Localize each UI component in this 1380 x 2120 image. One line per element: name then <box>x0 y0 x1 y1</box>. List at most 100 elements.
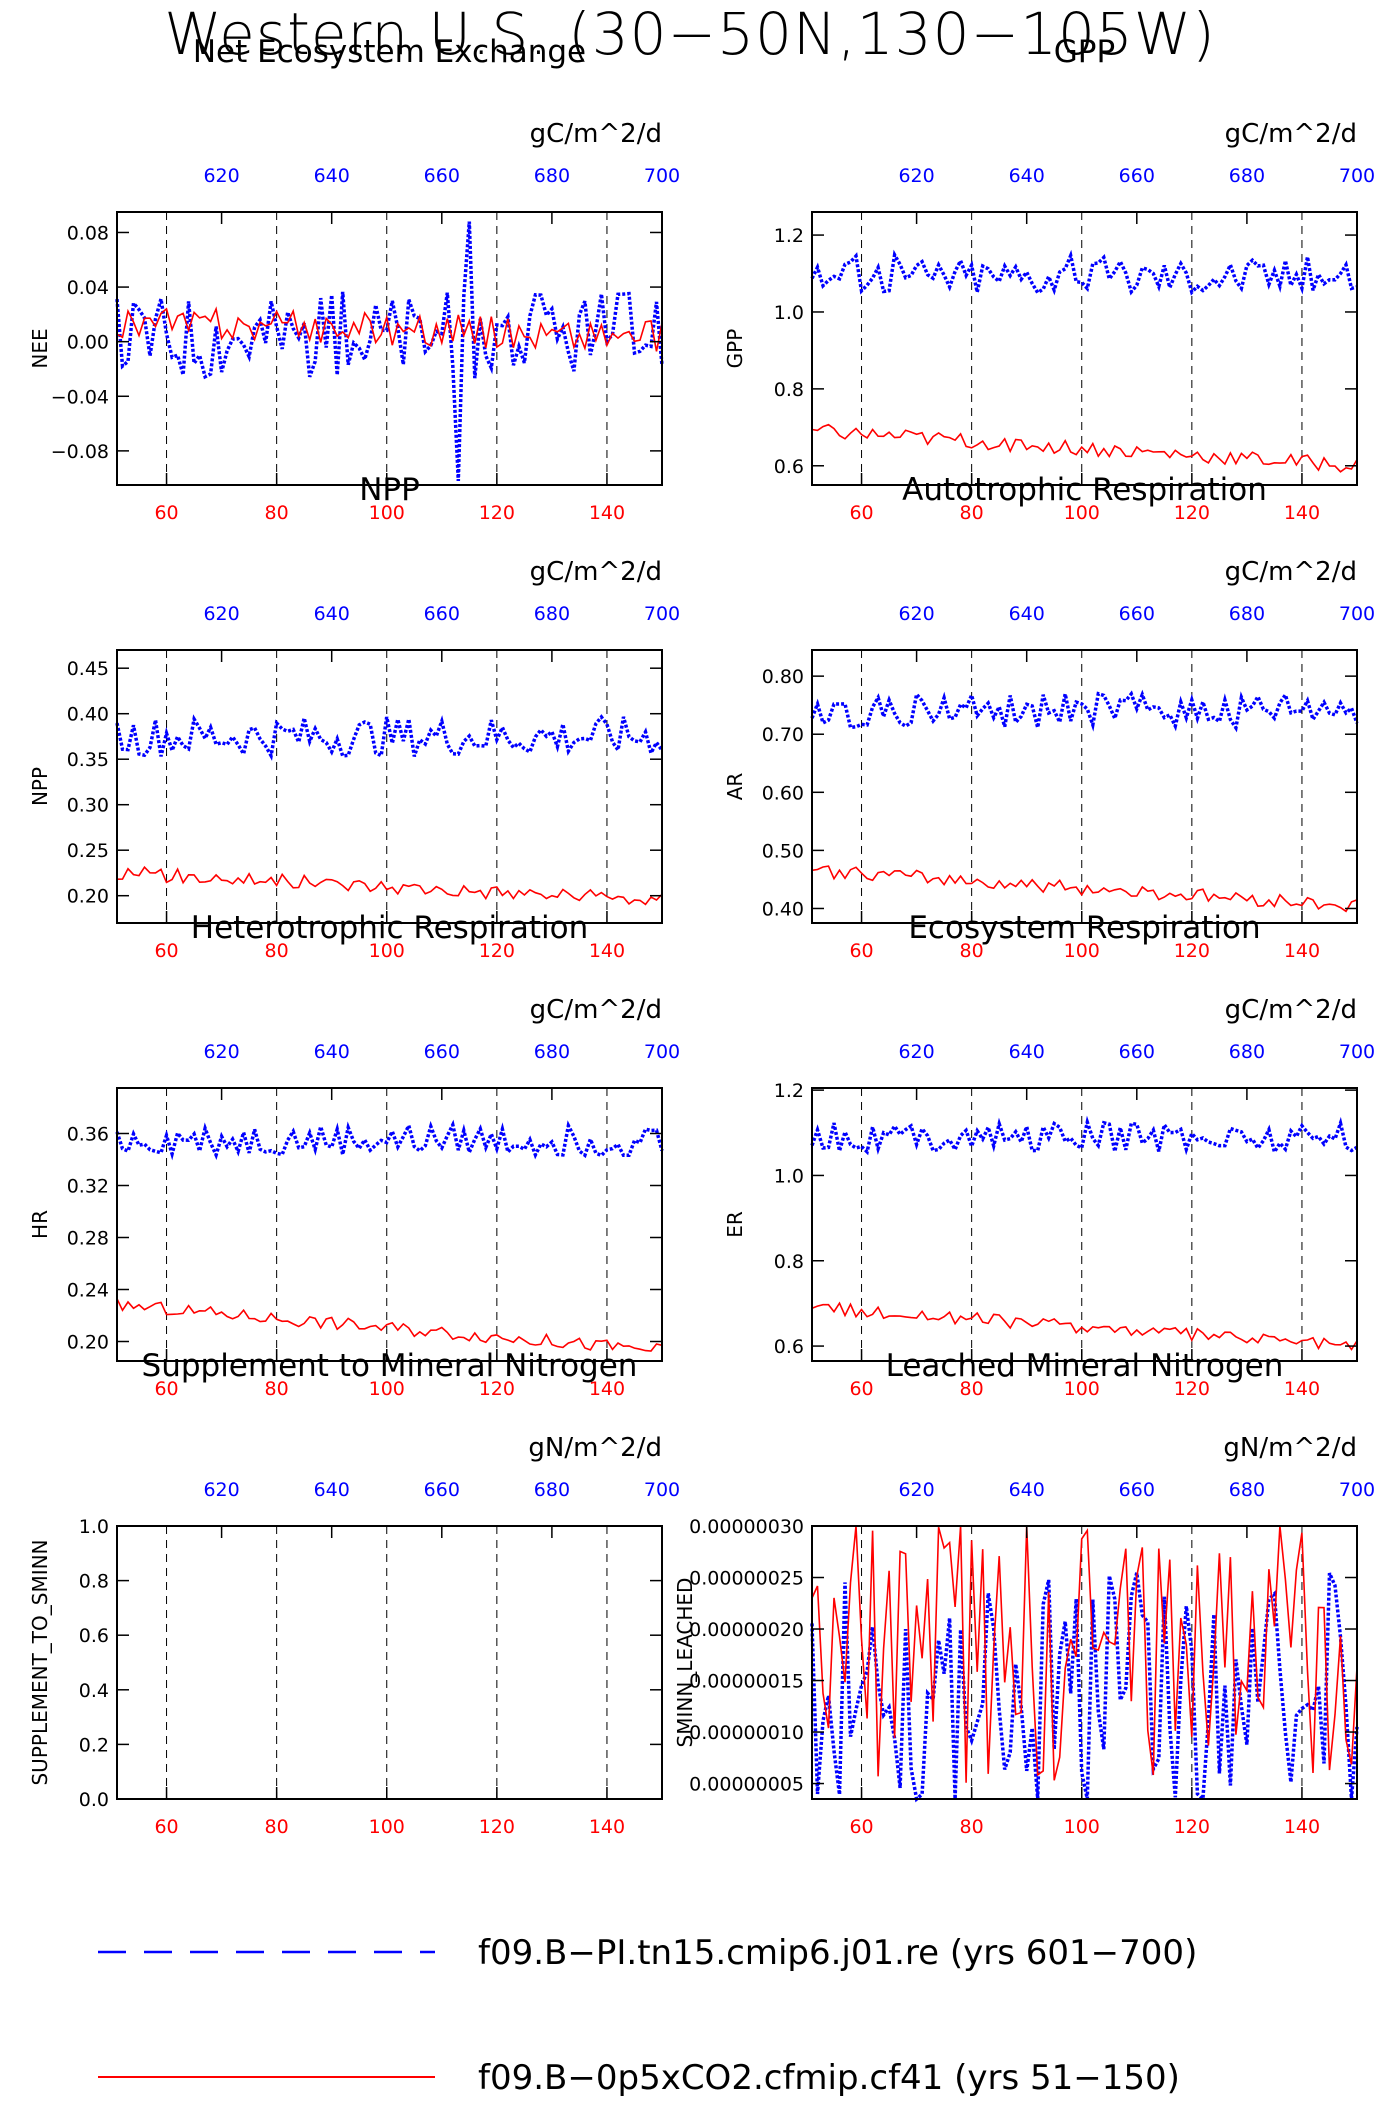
y-tick-label: 0.00 <box>67 332 109 354</box>
x-bottom-tick-label: 100 <box>1064 1816 1100 1838</box>
x-top-tick-label: 700 <box>644 1479 680 1501</box>
x-bottom-tick-label: 140 <box>1284 502 1320 524</box>
chart-title: Autotrophic Respiration <box>902 472 1267 508</box>
x-bottom-tick-label: 60 <box>849 940 873 962</box>
y-tick-label: 0.40 <box>762 898 804 920</box>
x-bottom-tick-label: 120 <box>1174 940 1210 962</box>
x-top-tick-label: 640 <box>1009 1041 1045 1063</box>
x-bottom-tick-label: 120 <box>479 1816 515 1838</box>
x-top-tick-label: 640 <box>314 165 350 187</box>
y-axis-label: SUPPLEMENT_TO_SMINN <box>28 1539 52 1785</box>
y-tick-label: 0.45 <box>67 658 109 680</box>
units-label: gC/m^2/d <box>530 557 662 587</box>
x-top-tick-label: 680 <box>1229 1479 1265 1501</box>
x-bottom-tick-label: 60 <box>154 1378 178 1400</box>
y-axis-label: NPP <box>28 767 52 806</box>
x-bottom-tick-label: 60 <box>154 1816 178 1838</box>
units-label: gC/m^2/d <box>530 119 662 149</box>
x-top-tick-label: 680 <box>534 1041 570 1063</box>
units-label: gC/m^2/d <box>1225 995 1357 1025</box>
x-bottom-tick-label: 140 <box>1284 1378 1320 1400</box>
units-label: gN/m^2/d <box>1223 1433 1357 1463</box>
y-tick-label: 0.35 <box>67 749 109 771</box>
x-bottom-tick-label: 80 <box>960 1378 984 1400</box>
x-bottom-tick-label: 140 <box>1284 940 1320 962</box>
x-bottom-tick-label: 100 <box>369 1378 405 1400</box>
chart-panel-6: Ecosystem Respiration gC/m^2/d 0.6 0.8 1.0 1.… <box>723 910 1375 1400</box>
units-label: gC/m^2/d <box>1225 119 1357 149</box>
legend-label-red: f09.B−0p5xCO2.cfmip.cf41 (yrs 51−150) <box>478 2058 1180 2098</box>
x-bottom-tick-label: 80 <box>960 502 984 524</box>
x-bottom-tick-label: 140 <box>589 502 625 524</box>
plot-frame <box>811 211 1358 486</box>
y-tick-label: 0.20 <box>67 1332 109 1354</box>
x-top-tick-label: 620 <box>898 603 934 625</box>
x-bottom-tick-label: 140 <box>1284 1816 1320 1838</box>
y-axis-label: HR <box>28 1210 52 1239</box>
x-top-tick-label: 700 <box>1339 603 1375 625</box>
y-tick-label: 0.8 <box>774 379 804 401</box>
x-top-tick-label: 660 <box>1119 165 1155 187</box>
x-top-tick-label: 620 <box>203 1041 239 1063</box>
chart-panel-7: Supplement to Mineral Nitrogen gN/m^2/d 0.… <box>28 1348 680 1838</box>
x-top-tick-label: 700 <box>1339 165 1375 187</box>
x-top-tick-label: 660 <box>424 1479 460 1501</box>
y-tick-label: 0.6 <box>774 1336 804 1358</box>
chart-panel-2: GPP gC/m^2/d 0.6 0.8 1.0 1.2 GPP 60 80 100 120 140 6… <box>723 34 1375 524</box>
y-axis-label: ER <box>723 1211 747 1238</box>
x-top-tick-label: 640 <box>1009 603 1045 625</box>
plot-frame <box>116 649 663 924</box>
legend: f09.B−PI.tn15.cmip6.j01.re (yrs 601−700)… <box>98 1933 1197 2098</box>
y-tick-label: 0.08 <box>67 222 109 244</box>
x-bottom-tick-label: 120 <box>479 1378 515 1400</box>
x-bottom-tick-label: 100 <box>369 1816 405 1838</box>
plot-frame <box>116 1087 663 1362</box>
series-line-blue <box>115 221 664 481</box>
x-bottom-tick-label: 60 <box>154 940 178 962</box>
series-line-red <box>811 423 1358 473</box>
series-line-red <box>116 306 663 352</box>
chart-panel-8: Leached Mineral Nitrogen gN/m^2/d 0.000000… <box>673 1348 1375 1838</box>
x-bottom-tick-label: 60 <box>849 1378 873 1400</box>
x-bottom-tick-label: 120 <box>1174 502 1210 524</box>
x-top-tick-label: 640 <box>314 603 350 625</box>
x-top-tick-label: 640 <box>314 1041 350 1063</box>
y-tick-label: 0.40 <box>67 704 109 726</box>
x-top-tick-label: 620 <box>203 165 239 187</box>
y-tick-label: 0.00000030 <box>689 1516 804 1538</box>
plot-frame <box>811 1087 1358 1362</box>
y-axis-label: NEE <box>28 328 52 368</box>
chart-title: Leached Mineral Nitrogen <box>886 1348 1284 1384</box>
x-bottom-tick-label: 120 <box>479 502 515 524</box>
y-tick-label: 0.00000005 <box>689 1774 804 1796</box>
chart-panel-3: NPP gC/m^2/d 0.20 0.25 0.30 0.35 0.40 0.45 NPP 60… <box>28 472 680 962</box>
y-tick-label: 0.8 <box>79 1571 109 1593</box>
x-top-tick-label: 660 <box>1119 1041 1155 1063</box>
y-tick-label: 0.30 <box>67 795 109 817</box>
x-bottom-tick-label: 100 <box>369 502 405 524</box>
x-top-tick-label: 660 <box>424 1041 460 1063</box>
series-line-blue <box>115 1119 664 1161</box>
x-top-tick-label: 640 <box>314 1479 350 1501</box>
y-tick-label: 0.24 <box>67 1280 109 1302</box>
y-tick-label: −0.08 <box>51 441 109 463</box>
x-bottom-tick-label: 80 <box>265 1816 289 1838</box>
x-bottom-tick-label: 80 <box>265 940 289 962</box>
x-top-tick-label: 620 <box>898 1041 934 1063</box>
y-tick-label: 0.80 <box>762 666 804 688</box>
units-label: gC/m^2/d <box>530 995 662 1025</box>
page-title: Western U.S. (30−50N,130−105W) <box>164 0 1216 68</box>
x-bottom-tick-label: 100 <box>1064 502 1100 524</box>
y-axis-label: SMINN_LEACHED <box>673 1578 697 1748</box>
x-bottom-tick-label: 60 <box>154 502 178 524</box>
series-line-red <box>116 1298 663 1352</box>
y-tick-label: 0.2 <box>79 1734 109 1756</box>
y-tick-label: 0.4 <box>79 1680 109 1702</box>
y-axis-label: AR <box>723 773 747 801</box>
x-bottom-tick-label: 60 <box>849 1816 873 1838</box>
x-top-tick-label: 700 <box>644 603 680 625</box>
y-tick-label: 0.0 <box>79 1789 109 1811</box>
y-tick-label: 0.20 <box>67 886 109 908</box>
x-top-tick-label: 620 <box>203 603 239 625</box>
x-bottom-tick-label: 80 <box>265 1378 289 1400</box>
